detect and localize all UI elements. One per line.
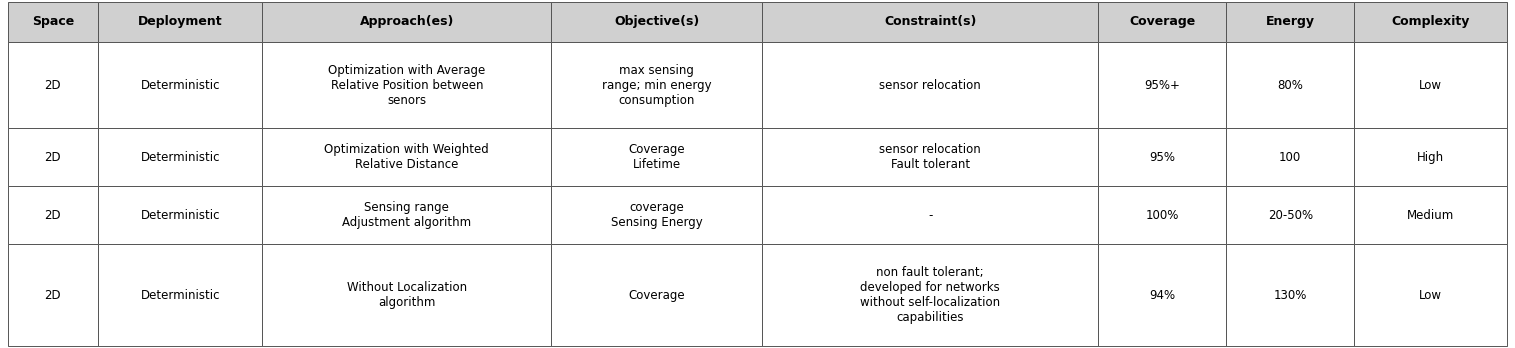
Text: 130%: 130%	[1274, 289, 1307, 302]
Text: Medium: Medium	[1407, 209, 1454, 222]
Bar	[1354, 128, 1507, 186]
Bar	[1226, 244, 1354, 346]
Bar	[551, 186, 762, 244]
Bar	[1098, 42, 1226, 128]
Bar	[98, 42, 262, 128]
Text: Low: Low	[1420, 289, 1442, 302]
Text: 94%: 94%	[1148, 289, 1176, 302]
Text: coverage
Sensing Energy: coverage Sensing Energy	[611, 201, 703, 229]
Text: non fault tolerant;
developed for networks
without self-localization
capabilitie: non fault tolerant; developed for networ…	[861, 266, 1000, 324]
Bar	[551, 2, 762, 42]
Text: 2D: 2D	[44, 289, 61, 302]
Text: 20-50%: 20-50%	[1268, 209, 1314, 222]
Text: -: -	[929, 209, 932, 222]
Text: 95%: 95%	[1150, 151, 1176, 164]
Text: 80%: 80%	[1277, 79, 1303, 92]
Bar	[98, 186, 262, 244]
Bar	[1098, 128, 1226, 186]
Text: 100: 100	[1279, 151, 1301, 164]
Bar	[1226, 42, 1354, 128]
Text: Sensing range
Adjustment algorithm: Sensing range Adjustment algorithm	[342, 201, 471, 229]
Text: 2D: 2D	[44, 79, 61, 92]
Bar	[1354, 42, 1507, 128]
Text: 2D: 2D	[44, 209, 61, 222]
Bar	[262, 2, 551, 42]
Bar	[762, 128, 1098, 186]
Bar	[8, 2, 98, 42]
Text: High: High	[1418, 151, 1444, 164]
Text: Deterministic: Deterministic	[141, 79, 220, 92]
Bar	[1226, 186, 1354, 244]
Text: Low: Low	[1420, 79, 1442, 92]
Bar	[1354, 244, 1507, 346]
Text: Coverage: Coverage	[1129, 15, 1195, 29]
Bar	[762, 186, 1098, 244]
Bar	[98, 128, 262, 186]
Bar	[262, 244, 551, 346]
Text: Coverage: Coverage	[629, 289, 685, 302]
Bar	[262, 128, 551, 186]
Bar	[8, 42, 98, 128]
Bar	[262, 186, 551, 244]
Bar	[762, 244, 1098, 346]
Text: Constraint(s): Constraint(s)	[883, 15, 976, 29]
Text: Space: Space	[32, 15, 74, 29]
Bar	[1226, 128, 1354, 186]
Text: Energy: Energy	[1265, 15, 1315, 29]
Text: Coverage
Lifetime: Coverage Lifetime	[629, 143, 685, 171]
Text: Approach(es): Approach(es)	[359, 15, 454, 29]
Text: Deterministic: Deterministic	[141, 289, 220, 302]
Text: 2D: 2D	[44, 151, 61, 164]
Bar	[262, 42, 551, 128]
Text: Without Localization
algorithm: Without Localization algorithm	[347, 281, 467, 309]
Bar	[1226, 2, 1354, 42]
Bar	[1098, 186, 1226, 244]
Bar	[551, 42, 762, 128]
Text: Complexity: Complexity	[1392, 15, 1470, 29]
Bar	[551, 244, 762, 346]
Text: Optimization with Average
Relative Position between
senors: Optimization with Average Relative Posit…	[329, 64, 485, 107]
Bar	[1098, 2, 1226, 42]
Bar	[8, 186, 98, 244]
Text: 95%+: 95%+	[1144, 79, 1180, 92]
Bar	[8, 244, 98, 346]
Text: sensor relocation
Fault tolerant: sensor relocation Fault tolerant	[879, 143, 982, 171]
Bar	[1098, 244, 1226, 346]
Bar	[98, 244, 262, 346]
Text: Deterministic: Deterministic	[141, 209, 220, 222]
Bar	[98, 2, 262, 42]
Bar	[762, 42, 1098, 128]
Text: sensor relocation: sensor relocation	[879, 79, 982, 92]
Bar	[8, 128, 98, 186]
Bar	[1354, 2, 1507, 42]
Bar	[762, 2, 1098, 42]
Bar	[551, 128, 762, 186]
Text: 100%: 100%	[1145, 209, 1179, 222]
Text: Deployment: Deployment	[138, 15, 223, 29]
Text: max sensing
range; min energy
consumption: max sensing range; min energy consumptio…	[601, 64, 712, 107]
Bar	[1354, 186, 1507, 244]
Text: Optimization with Weighted
Relative Distance: Optimization with Weighted Relative Dist…	[324, 143, 489, 171]
Text: Objective(s): Objective(s)	[614, 15, 700, 29]
Text: Deterministic: Deterministic	[141, 151, 220, 164]
